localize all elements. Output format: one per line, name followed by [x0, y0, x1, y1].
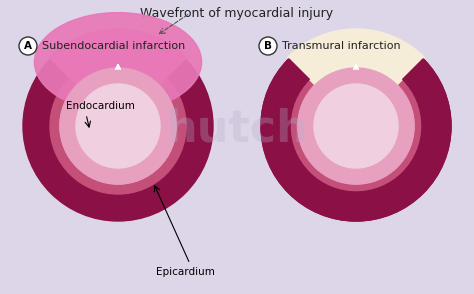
Circle shape [314, 84, 398, 168]
Circle shape [76, 84, 160, 168]
Circle shape [261, 31, 451, 221]
Circle shape [60, 68, 176, 184]
Text: Endocardium: Endocardium [65, 101, 135, 111]
Circle shape [76, 84, 160, 168]
Wedge shape [261, 126, 451, 221]
Wedge shape [84, 74, 151, 92]
Text: Epicardium: Epicardium [155, 267, 214, 277]
Circle shape [298, 68, 414, 184]
Circle shape [298, 68, 414, 184]
Circle shape [259, 37, 277, 55]
Text: Wavefront of myocardial injury: Wavefront of myocardial injury [140, 7, 334, 20]
Text: A: A [24, 41, 32, 51]
Text: hutch: hutch [165, 108, 309, 151]
Ellipse shape [35, 13, 201, 111]
Circle shape [50, 58, 186, 194]
Text: B: B [264, 41, 272, 51]
Circle shape [19, 37, 37, 55]
Circle shape [314, 84, 398, 168]
Circle shape [23, 31, 213, 221]
Circle shape [288, 58, 424, 194]
Text: Transmural infarction: Transmural infarction [282, 41, 401, 51]
Wedge shape [287, 29, 425, 93]
Wedge shape [49, 29, 187, 92]
Circle shape [60, 68, 176, 184]
Wedge shape [261, 59, 310, 126]
Wedge shape [403, 59, 451, 126]
Text: Subendocardial infarction: Subendocardial infarction [42, 41, 185, 51]
